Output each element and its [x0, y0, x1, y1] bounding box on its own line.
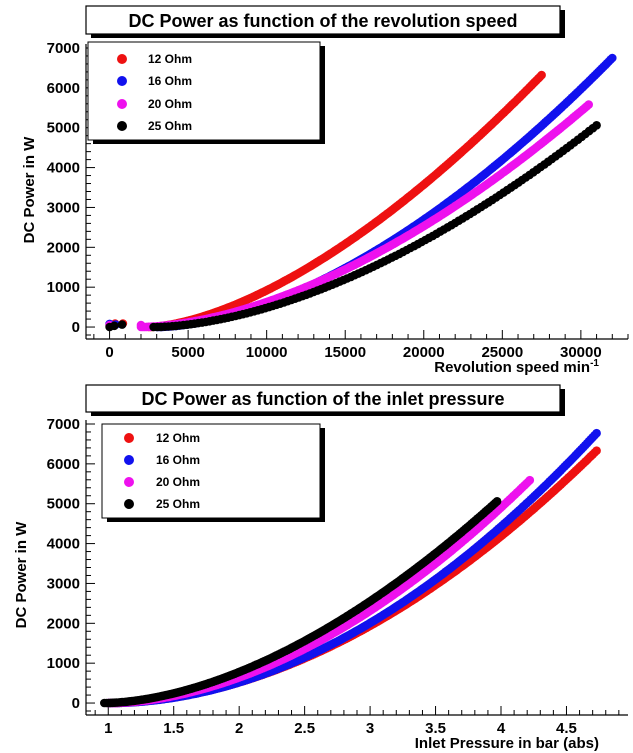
y-tick-label: 0 [72, 695, 80, 712]
x-tick-label: 5000 [171, 344, 204, 361]
x-tick-label: 30000 [560, 344, 602, 361]
y-tick-label: 3000 [47, 199, 80, 216]
y-tick-label: 7000 [47, 416, 80, 433]
legend-marker [124, 499, 134, 509]
legend-label: 12 Ohm [148, 52, 192, 66]
legend-label: 20 Ohm [156, 475, 200, 489]
chart-inlet-pressure: DC Power as function of the inlet pressu… [13, 384, 628, 752]
y-tick-label: 1000 [47, 279, 80, 296]
legend-entry: 16 Ohm [124, 453, 200, 467]
y-tick-label: 5000 [47, 496, 80, 513]
x-tick-label: 25000 [481, 344, 523, 361]
x-tick-label: 15000 [324, 344, 366, 361]
series-25-ohm [105, 121, 601, 332]
x-tick-label: 1.5 [163, 720, 184, 737]
y-tick-label: 1000 [47, 655, 80, 672]
x-tick-label: 4.5 [556, 720, 577, 737]
x-tick-label: 10000 [246, 344, 288, 361]
legend-marker [117, 99, 127, 109]
legend-entry: 16 Ohm [117, 74, 192, 88]
y-tick-label: 2000 [47, 615, 80, 632]
x-tick-label: 2 [235, 720, 243, 737]
chart-title: DC Power as function of the inlet pressu… [141, 389, 504, 409]
y-tick-label: 0 [72, 319, 80, 336]
series-20-ohm [105, 100, 593, 332]
y-axis-label: DC Power in W [13, 521, 30, 629]
legend-marker [117, 76, 127, 86]
y-tick-label: 2000 [47, 239, 80, 256]
x-tick-label: 20000 [403, 344, 445, 361]
data-point [110, 321, 119, 331]
y-axis-label: DC Power in W [21, 136, 38, 244]
data-point [592, 121, 601, 130]
legend: 12 Ohm 16 Ohm 20 Ohm 25 Ohm [87, 41, 325, 144]
series-25-ohm [100, 497, 502, 708]
x-tick-label: 0 [105, 344, 113, 361]
x-tick-label: 3 [366, 720, 374, 737]
y-tick-label: 4000 [47, 536, 80, 553]
legend-entry: 20 Ohm [117, 97, 192, 111]
legend-label: 25 Ohm [156, 497, 200, 511]
x-axis-label-superscript: -1 [590, 358, 599, 369]
y-tick-label: 5000 [47, 120, 80, 137]
legend-marker [124, 477, 134, 487]
y-tick-label: 6000 [47, 456, 80, 473]
data-point [608, 53, 617, 63]
title-box [85, 384, 561, 413]
y-tick-label: 6000 [47, 80, 80, 97]
legend-entry: 12 Ohm [117, 52, 192, 66]
legend-marker [117, 54, 127, 64]
legend-box [101, 423, 321, 519]
x-tick-label: 3.5 [425, 720, 446, 737]
data-point [584, 100, 593, 109]
legend-label: 16 Ohm [148, 74, 192, 88]
chart-revolution-speed: DC Power as function of the revolution s… [21, 5, 629, 376]
chart-title: DC Power as function of the revolution s… [128, 11, 517, 31]
y-tick-label: 3000 [47, 575, 80, 592]
data-point [537, 70, 546, 80]
legend-marker [124, 433, 134, 443]
plot-area: 0 1000 2000 3000 4000 5000 6000 7000 0 5000 10000 1… [47, 40, 629, 361]
legend-label: 16 Ohm [156, 453, 200, 467]
legend-marker [117, 121, 127, 131]
x-axis-label: Inlet Pressure in bar (abs) [415, 735, 599, 752]
data-point [592, 446, 601, 456]
x-tick-label: 4 [497, 720, 506, 737]
plot-area: 0 1000 2000 3000 4000 5000 6000 7000 1 1.5 2 2.5 3 3.… [47, 416, 628, 737]
y-tick-label: 4000 [47, 160, 80, 177]
legend-entry: 12 Ohm [124, 431, 200, 445]
title-box [85, 5, 561, 35]
legend-label: 20 Ohm [148, 97, 192, 111]
legend-label: 25 Ohm [148, 119, 192, 133]
data-point [525, 475, 535, 485]
legend-marker [124, 455, 134, 465]
legend-entry: 20 Ohm [124, 475, 200, 489]
legend-label: 12 Ohm [156, 431, 200, 445]
legend: 12 Ohm 16 Ohm 20 Ohm 25 Ohm [101, 423, 325, 522]
legend-entry: 25 Ohm [124, 497, 200, 511]
data-point [492, 497, 502, 506]
x-tick-label: 2.5 [294, 720, 315, 737]
x-tick-label: 1 [104, 720, 112, 737]
x-axis-label-main: Revolution speed min [434, 359, 590, 376]
data-point [592, 428, 601, 438]
x-axis-label: Revolution speed min-1 [434, 358, 599, 376]
data-point [117, 320, 127, 329]
legend-entry: 25 Ohm [117, 119, 192, 133]
y-tick-label: 7000 [47, 40, 80, 57]
